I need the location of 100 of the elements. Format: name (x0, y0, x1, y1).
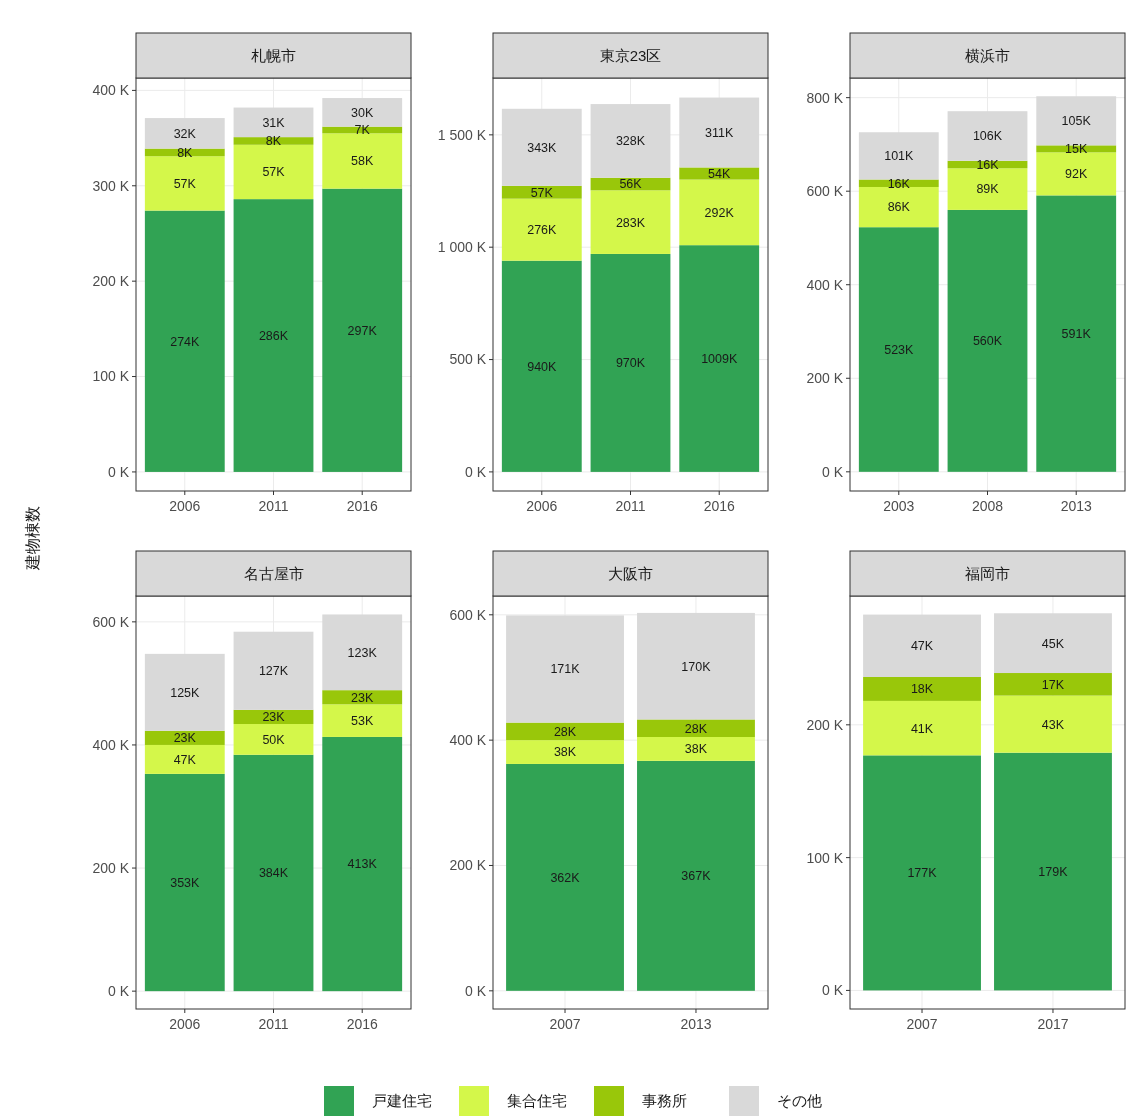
bar (506, 740, 624, 764)
data-label: 276K (527, 223, 558, 238)
x-tick-label: 2017 (1037, 1016, 1069, 1032)
data-label: 43K (1041, 717, 1065, 732)
bar (506, 615, 624, 723)
bar (679, 245, 760, 472)
bar (947, 111, 1028, 161)
bar (233, 631, 314, 710)
y-tick-label: 200 K (92, 273, 130, 290)
legend-label: 事務所 (642, 1092, 687, 1110)
data-label: 171K (550, 662, 581, 677)
data-label: 8K (177, 145, 194, 160)
data-label: 41K (910, 721, 934, 736)
bar (322, 98, 403, 127)
legend-label: 戸建住宅 (372, 1092, 432, 1110)
data-label: 47K (173, 752, 197, 767)
data-label: 297K (347, 323, 378, 338)
data-label: 125K (170, 685, 201, 700)
y-tick-label: 0 K (464, 463, 487, 480)
bar (590, 190, 671, 254)
y-tick-label: 100 K (806, 849, 844, 866)
x-tick-label: 2016 (346, 498, 378, 514)
bar (322, 736, 403, 992)
y-tick-label: 0 K (107, 463, 130, 480)
chart-title: 福岡市 (965, 565, 1010, 583)
bar (679, 179, 760, 246)
chart-title: 東京23区 (599, 47, 662, 65)
data-label: 940K (527, 359, 558, 374)
x-tick-label: 2011 (258, 1016, 289, 1032)
bar (858, 179, 939, 187)
y-tick-label: 400 K (92, 82, 130, 99)
x-tick-label: 2006 (169, 1016, 201, 1032)
data-label: 7K (354, 123, 371, 138)
bar (637, 719, 755, 738)
chart-title: 名古屋市 (243, 565, 304, 583)
bar (144, 773, 225, 992)
bar (322, 133, 403, 189)
chart-title: 大阪市 (608, 565, 653, 583)
data-label: 286K (258, 328, 289, 343)
y-tick-label: 0 K (107, 983, 130, 1000)
data-label: 86K (887, 200, 911, 215)
bar (506, 722, 624, 741)
data-label: 23K (173, 731, 197, 746)
data-label: 127K (258, 664, 289, 679)
data-label: 56K (619, 177, 643, 192)
data-label: 16K (887, 176, 911, 191)
data-label: 31K (262, 115, 286, 130)
data-label: 384K (258, 866, 289, 881)
y-tick-label: 0 K (821, 463, 844, 480)
data-label: 353K (170, 875, 201, 890)
bar (506, 763, 624, 991)
x-tick-label: 2011 (258, 498, 289, 514)
bar (1036, 195, 1117, 472)
data-label: 274K (170, 334, 201, 349)
data-label: 23K (262, 710, 286, 725)
x-tick-label: 2011 (615, 498, 646, 514)
bar (863, 677, 981, 701)
y-tick-label: 0 K (464, 982, 487, 999)
data-label: 170K (681, 659, 712, 674)
bar (233, 754, 314, 992)
bar (863, 700, 981, 756)
bar (144, 653, 225, 731)
bar (947, 209, 1028, 472)
bar (233, 107, 314, 138)
data-label: 30K (351, 105, 374, 120)
data-label: 32K (173, 126, 197, 141)
bar (637, 612, 755, 720)
y-tick-label: 600 K (449, 606, 487, 623)
data-label: 45K (1041, 636, 1065, 651)
bar (144, 118, 225, 149)
data-label: 50K (262, 732, 286, 747)
data-label: 105K (1061, 114, 1092, 129)
bar (233, 199, 314, 472)
bar (233, 144, 314, 200)
bar (1036, 152, 1117, 196)
data-label: 523K (884, 342, 915, 357)
data-label: 343K (527, 140, 558, 155)
y-tick-label: 200 K (806, 370, 844, 387)
data-label: 8K (265, 134, 282, 149)
bar (679, 97, 760, 168)
bar (858, 227, 939, 472)
data-label: 292K (704, 205, 735, 220)
chart-title: 札幌市 (251, 47, 296, 65)
bar (501, 198, 582, 261)
data-label: 311K (705, 125, 734, 140)
x-tick-label: 2008 (971, 498, 1004, 514)
x-tick-label: 2006 (526, 498, 558, 514)
legend-label: 集合住宅 (507, 1092, 567, 1110)
data-label: 123K (347, 645, 378, 660)
bar (858, 132, 939, 180)
bar (994, 695, 1112, 753)
y-tick-label: 300 K (92, 177, 130, 194)
bar (947, 168, 1028, 210)
data-label: 16K (976, 157, 1000, 172)
data-label: 18K (910, 682, 934, 697)
data-label: 179K (1038, 864, 1069, 879)
data-label: 89K (976, 182, 1000, 197)
y-tick-label: 200 K (92, 859, 130, 876)
bar (501, 185, 582, 199)
data-label: 591K (1061, 326, 1092, 341)
